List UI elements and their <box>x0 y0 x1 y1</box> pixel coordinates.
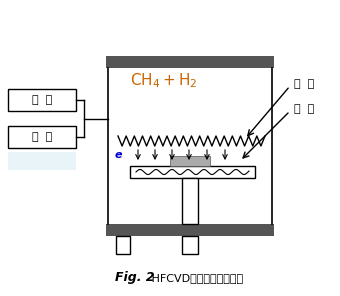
Bar <box>8 126 76 148</box>
Bar <box>116 236 130 254</box>
Bar <box>182 236 198 254</box>
Text: 甲  烷: 甲 烷 <box>32 95 52 105</box>
Bar <box>8 89 76 111</box>
Bar <box>8 152 76 170</box>
Bar <box>130 166 255 178</box>
Text: 衬  底: 衬 底 <box>294 104 314 114</box>
Text: 钨  丝: 钨 丝 <box>294 79 314 89</box>
Text: e: e <box>114 150 122 160</box>
Bar <box>106 56 274 68</box>
Bar <box>106 224 274 236</box>
Text: 氢  气: 氢 气 <box>32 132 52 142</box>
Text: $\mathrm{CH_4+H_2}$: $\mathrm{CH_4+H_2}$ <box>130 72 198 90</box>
Bar <box>182 178 198 224</box>
Text: HFCVD反应器结构示意图: HFCVD反应器结构示意图 <box>148 273 243 283</box>
Text: Fig. 2: Fig. 2 <box>115 271 155 284</box>
Bar <box>170 156 210 166</box>
